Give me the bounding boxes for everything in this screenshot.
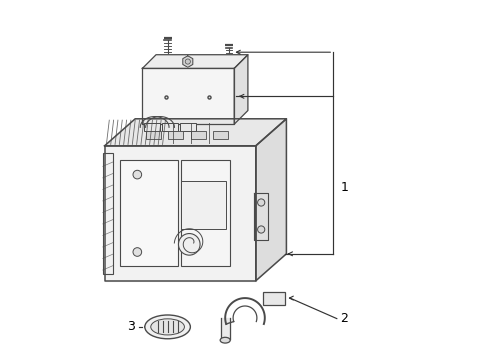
Polygon shape [143, 55, 248, 68]
Text: 1: 1 [341, 181, 348, 194]
Polygon shape [254, 193, 269, 240]
Circle shape [133, 248, 142, 256]
Circle shape [178, 234, 200, 255]
FancyBboxPatch shape [169, 131, 183, 139]
FancyBboxPatch shape [162, 123, 178, 131]
Polygon shape [234, 55, 248, 124]
Ellipse shape [145, 315, 191, 339]
Polygon shape [104, 119, 286, 146]
FancyBboxPatch shape [191, 131, 206, 139]
Polygon shape [256, 119, 286, 281]
Bar [181, 160, 229, 266]
Polygon shape [104, 146, 256, 281]
Circle shape [258, 199, 265, 206]
Bar [103, 153, 113, 274]
Bar [181, 181, 226, 229]
FancyBboxPatch shape [146, 131, 161, 139]
Polygon shape [143, 68, 234, 124]
FancyBboxPatch shape [144, 123, 160, 131]
Circle shape [258, 226, 265, 233]
Polygon shape [183, 56, 193, 67]
FancyBboxPatch shape [213, 131, 228, 139]
Ellipse shape [151, 319, 184, 335]
Text: 2: 2 [341, 312, 348, 325]
Circle shape [185, 59, 191, 64]
Text: 3: 3 [127, 320, 135, 333]
Bar [263, 292, 285, 305]
Circle shape [133, 170, 142, 179]
Ellipse shape [220, 337, 230, 343]
Bar [120, 160, 177, 266]
FancyBboxPatch shape [180, 123, 196, 131]
